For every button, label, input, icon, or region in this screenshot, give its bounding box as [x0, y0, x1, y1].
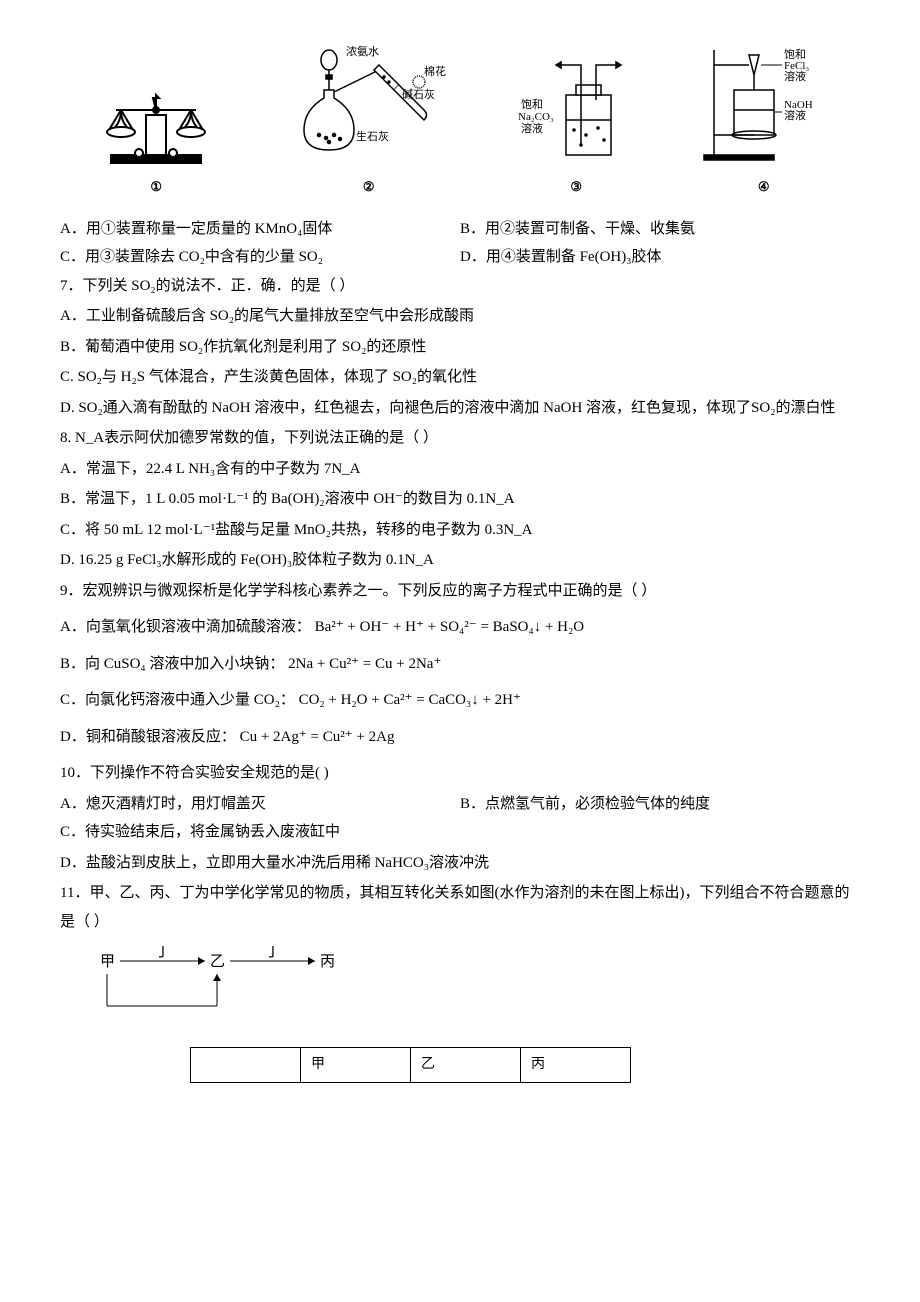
q9-opt-c-text: C．向氯化钙溶液中通入少量 CO₂： — [60, 692, 295, 708]
q8-opt-d: D. 16.25 g FeCl₃水解形成的 Fe(OH)₃胶体粒子数为 0.1N… — [60, 546, 860, 575]
diagram-ding-2: 丁 — [265, 946, 280, 960]
diagram-ding-1: 丁 — [155, 946, 170, 960]
fig3-label-3: 溶液 — [521, 121, 543, 135]
figure-4: 饱和 FeCl₃ 溶液 NaOH 溶液 ④ — [699, 40, 829, 200]
figure-2: 浓氨水 棉花 碱石灰 生石灰 ② — [284, 40, 454, 200]
fig4-label-1: 饱和 — [784, 47, 806, 61]
figure-3: 饱和 Na₂CO₃ 溶液 ③ — [516, 50, 636, 200]
q9-opt-c: C．向氯化钙溶液中通入少量 CO₂： CO₂ + H₂O + Ca²⁺ = Ca… — [60, 686, 860, 715]
fig4-label-5: 溶液 — [784, 108, 806, 122]
q7-opt-d: D. SO₂通入滴有酚酞的 NaOH 溶液中，红色褪去，向褪色后的溶液中滴加 N… — [60, 394, 860, 423]
table-row: 甲 乙 丙 — [191, 1047, 631, 1083]
q8-stem: 8. N_A表示阿伏加德罗常数的值，下列说法正确的是（ ） — [60, 424, 860, 453]
fig3-label-2: Na₂CO₃ — [518, 111, 554, 123]
q11-table: 甲 乙 丙 — [190, 1047, 631, 1084]
q10-opt-b: B．点燃氢气前，必须检验气体的纯度 — [460, 790, 860, 819]
q9-opt-b: B．向 CuSO₄ 溶液中加入小块钠： 2Na + Cu²⁺ = Cu + 2N… — [60, 650, 860, 679]
q9: 9．宏观辨识与微观探析是化学学科核心素养之一。下列反应的离子方程式中正确的是（ … — [60, 577, 860, 752]
ammonia-apparatus-icon: 浓氨水 棉花 碱石灰 生石灰 — [284, 40, 454, 170]
q6-opt-b: B．用②装置可制备、干燥、收集氨 — [460, 215, 860, 244]
q7-opt-a: A．工业制备硫酸后含 SO₂的尾气大量排放至空气中会形成酸雨 — [60, 302, 860, 331]
q8-opt-b: B．常温下，1 L 0.05 mol·L⁻¹ 的 Ba(OH)₂溶液中 OH⁻的… — [60, 485, 860, 514]
q9-opt-b-eq: 2Na + Cu²⁺ = Cu + 2Na⁺ — [288, 656, 441, 672]
q6-opt-a: A．用①装置称量一定质量的 KMnO₄固体 — [60, 215, 460, 244]
q8-opt-a: A．常温下，22.4 L NH₃含有的中子数为 7N_A — [60, 455, 860, 484]
diagram-yi: 乙 — [210, 954, 225, 970]
q7-opt-b: B．葡萄酒中使用 SO₂作抗氧化剂是利用了 SO₂的还原性 — [60, 333, 860, 362]
fig2-label-ammonia: 浓氨水 — [346, 45, 379, 58]
q6-options: A．用①装置称量一定质量的 KMnO₄固体 B．用②装置可制备、干燥、收集氨 C… — [60, 215, 860, 272]
q10-opt-c: C．待实验结束后，将金属钠丢入废液缸中 — [60, 818, 860, 847]
q9-opt-d: D．铜和硝酸银溶液反应： Cu + 2Ag⁺ = Cu²⁺ + 2Ag — [60, 723, 860, 752]
figure-3-label: ③ — [570, 175, 582, 200]
q11-stem: 11．甲、乙、丙、丁为中学化学常见的物质，其相互转化关系如图(水作为溶剂的未在图… — [60, 879, 860, 936]
figure-4-label: ④ — [758, 175, 770, 200]
fig4-label-3: 溶液 — [784, 69, 806, 83]
table-cell-empty — [191, 1047, 301, 1083]
q9-opt-d-eq: Cu + 2Ag⁺ = Cu²⁺ + 2Ag — [240, 729, 395, 745]
figure-2-label: ② — [363, 175, 375, 200]
q6-opt-c: C．用③装置除去 CO₂中含有的少量 SO₂ — [60, 243, 460, 272]
q11: 11．甲、乙、丙、丁为中学化学常见的物质，其相互转化关系如图(水作为溶剂的未在图… — [60, 879, 860, 1083]
table-header-jia: 甲 — [301, 1047, 411, 1083]
q10-stem: 10．下列操作不符合实验安全规范的是( ) — [60, 759, 860, 788]
diagram-bing: 丙 — [320, 954, 335, 970]
diagram-jia: 甲 — [100, 954, 115, 970]
figures-row: ① — [60, 40, 860, 200]
q9-opt-b-text: B．向 CuSO₄ 溶液中加入小块钠： — [60, 656, 284, 672]
q10-opt-d: D．盐酸沾到皮肤上，立即用大量水冲洗后用稀 NaHCO₃溶液冲洗 — [60, 849, 860, 878]
q11-diagram: 甲 丁 乙 丁 丙 — [90, 946, 860, 1037]
figure-1-label: ① — [150, 175, 162, 200]
balance-scale-icon — [91, 60, 221, 170]
q9-opt-a-text: A．向氢氧化钡溶液中滴加硫酸溶液： — [60, 619, 311, 635]
table-header-yi: 乙 — [411, 1047, 521, 1083]
colloid-apparatus-icon: 饱和 FeCl₃ 溶液 NaOH 溶液 — [699, 40, 829, 170]
q9-stem: 9．宏观辨识与微观探析是化学学科核心素养之一。下列反应的离子方程式中正确的是（ … — [60, 577, 860, 606]
q10: 10．下列操作不符合实验安全规范的是( ) A．熄灭酒精灯时，用灯帽盖灭 B．点… — [60, 759, 860, 877]
q10-opt-a: A．熄灭酒精灯时，用灯帽盖灭 — [60, 790, 460, 819]
q9-opt-c-eq: CO₂ + H₂O + Ca²⁺ = CaCO₃↓ + 2H⁺ — [299, 692, 521, 708]
gas-washing-icon: 饱和 Na₂CO₃ 溶液 — [516, 50, 636, 170]
q7-opt-c: C. SO₂与 H₂S 气体混合，产生淡黄色固体，体现了 SO₂的氧化性 — [60, 363, 860, 392]
figure-1: ① — [91, 60, 221, 200]
q7-stem: 7．下列关 SO₂的说法不．正．确．的是（ ） — [60, 272, 860, 301]
fig2-label-cotton: 棉花 — [424, 64, 446, 78]
q8-opt-c: C．将 50 mL 12 mol·L⁻¹盐酸与足量 MnO₂共热，转移的电子数为… — [60, 516, 860, 545]
table-header-bing: 丙 — [521, 1047, 631, 1083]
q9-opt-a-eq: Ba²⁺ + OH⁻ + H⁺ + SO₄²⁻ = BaSO₄↓ + H₂O — [315, 619, 585, 635]
q9-opt-d-text: D．铜和硝酸银溶液反应： — [60, 729, 236, 745]
transformation-diagram-icon: 甲 丁 乙 丁 丙 — [90, 946, 370, 1026]
q6-opt-d: D．用④装置制备 Fe(OH)₃胶体 — [460, 243, 860, 272]
q7: 7．下列关 SO₂的说法不．正．确．的是（ ） A．工业制备硫酸后含 SO₂的尾… — [60, 272, 860, 423]
q9-opt-a: A．向氢氧化钡溶液中滴加硫酸溶液： Ba²⁺ + OH⁻ + H⁺ + SO₄²… — [60, 613, 860, 642]
fig2-label-quicklime: 生石灰 — [356, 129, 389, 143]
fig3-label-1: 饱和 — [521, 97, 543, 111]
fig2-label-lime: 碱石灰 — [402, 87, 435, 101]
q8: 8. N_A表示阿伏加德罗常数的值，下列说法正确的是（ ） A．常温下，22.4… — [60, 424, 860, 575]
